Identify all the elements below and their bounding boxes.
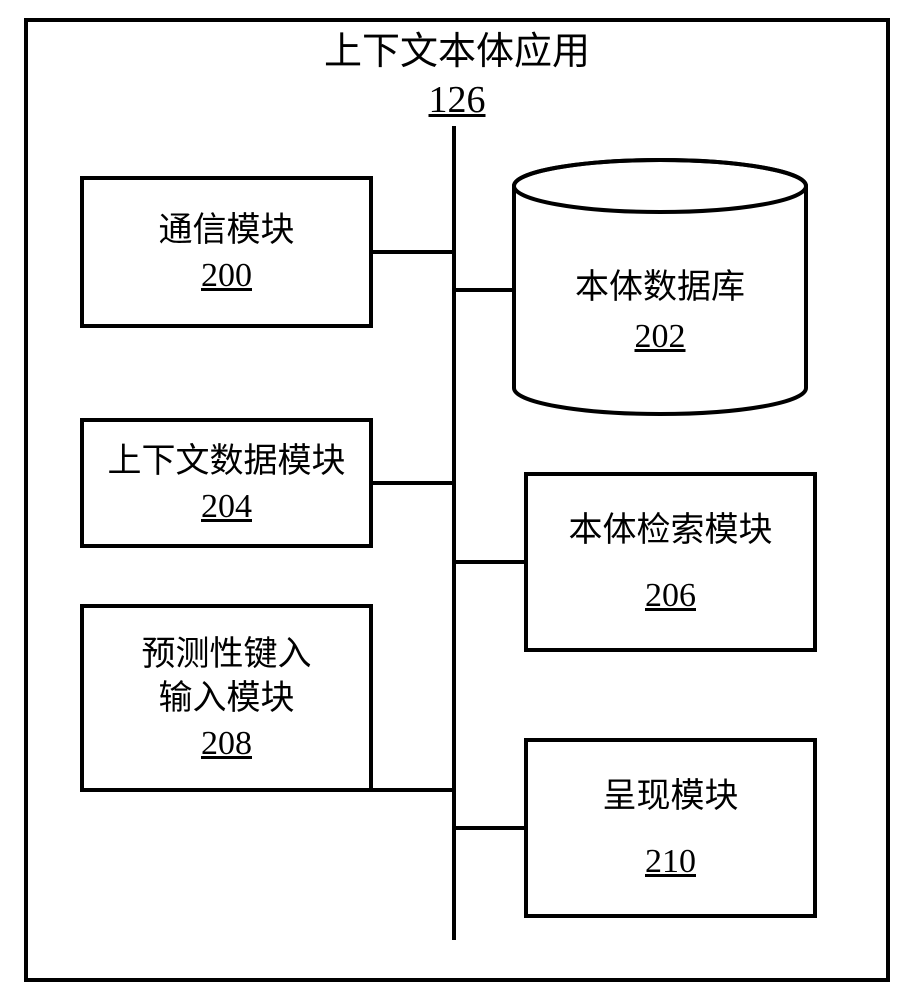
module-context-data: 上下文数据模块 204 xyxy=(80,418,373,548)
module-ref: 204 xyxy=(201,488,252,526)
title-ref: 126 xyxy=(307,78,607,122)
connector-retrieve xyxy=(452,560,526,564)
module-label: 通信模块 xyxy=(159,209,295,253)
module-label: 上下文数据模块 xyxy=(108,440,346,484)
module-label: 本体检索模块 xyxy=(569,509,773,553)
module-ref: 208 xyxy=(201,725,252,763)
module-label: 呈现模块 xyxy=(603,775,739,819)
database-cylinder: 本体数据库 202 xyxy=(510,158,810,416)
module-predictive-input: 预测性键入 输入模块 208 xyxy=(80,604,373,792)
bus-line xyxy=(452,126,456,940)
module-label-line2: 输入模块 xyxy=(159,677,295,721)
database-ref: 202 xyxy=(510,318,810,356)
connector-predict xyxy=(373,788,454,792)
title-text: 上下文本体应用 xyxy=(307,30,607,76)
module-ref: 200 xyxy=(201,257,252,295)
connector-context xyxy=(373,481,454,485)
connector-database xyxy=(452,288,512,292)
module-retrieval: 本体检索模块 206 xyxy=(524,472,817,652)
database-label: 本体数据库 xyxy=(510,266,810,310)
module-ref: 206 xyxy=(645,577,696,615)
module-communication: 通信模块 200 xyxy=(80,176,373,328)
module-label-line1: 预测性键入 xyxy=(142,633,312,677)
diagram-title: 上下文本体应用 126 xyxy=(307,30,607,122)
module-ref: 210 xyxy=(645,843,696,881)
connector-comm xyxy=(373,250,454,254)
connector-present xyxy=(452,826,526,830)
module-presentation: 呈现模块 210 xyxy=(524,738,817,918)
